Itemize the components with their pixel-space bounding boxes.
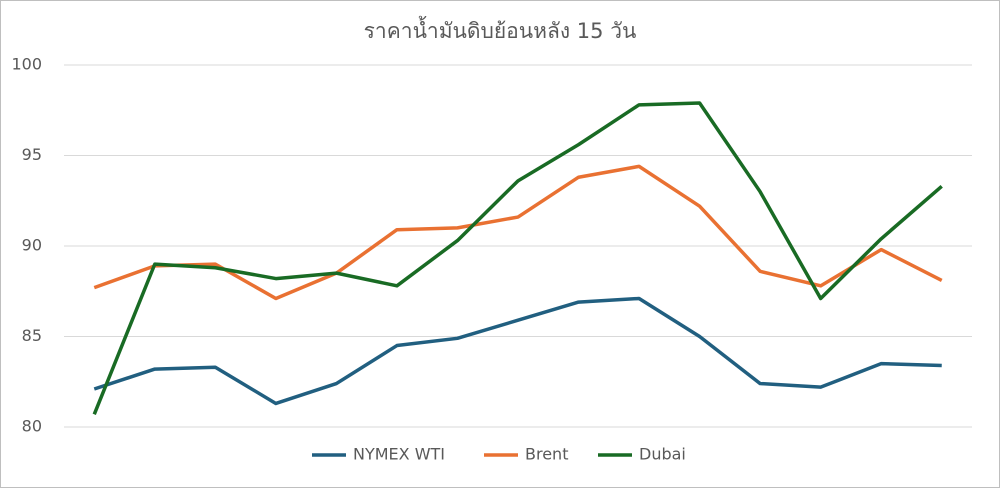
y-tick-label: 100	[11, 55, 42, 74]
series-line	[93, 296, 942, 406]
y-tick-label: 80	[22, 417, 42, 436]
legend-label: NYMEX WTI	[353, 445, 445, 464]
series-line	[93, 164, 943, 301]
chart-title: ราคาน้ำมันดิบย้อนหลัง 15 วัน	[364, 16, 637, 43]
y-tick-label: 85	[22, 326, 42, 345]
y-tick-label: 95	[22, 145, 42, 164]
legend-label: Dubai	[639, 445, 686, 464]
y-tick-label: 90	[22, 236, 42, 255]
series-line	[92, 101, 943, 415]
legend-label: Brent	[525, 445, 568, 464]
